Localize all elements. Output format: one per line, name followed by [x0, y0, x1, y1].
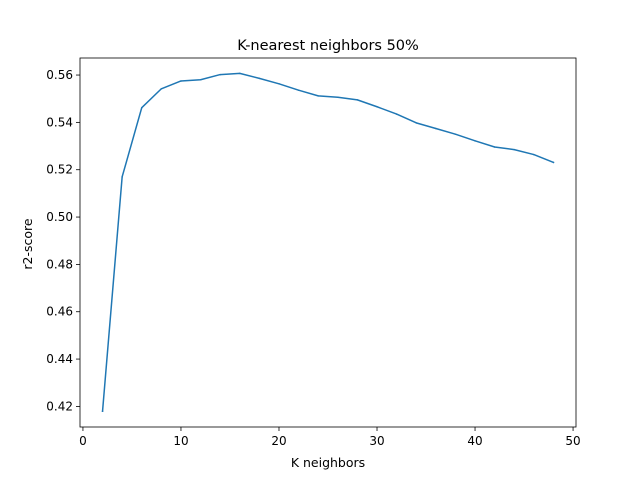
- axes-frame: [79, 57, 577, 428]
- data-point: [337, 96, 339, 99]
- x-tick-label: 30: [369, 434, 384, 448]
- data-point: [101, 410, 104, 412]
- x-tick-label: 50: [565, 434, 580, 448]
- x-axis-label: K neighbors: [291, 455, 365, 470]
- x-tick-label: 10: [173, 434, 188, 448]
- series-line-0: [101, 72, 555, 412]
- data-point: [278, 83, 280, 85]
- y-axis-label: r2-score: [20, 218, 35, 269]
- x-tick-label: 0: [79, 434, 87, 448]
- data-point: [121, 176, 123, 178]
- data-point: [435, 127, 437, 130]
- data-point: [219, 73, 221, 76]
- data-point: [141, 106, 143, 109]
- y-tick-label: 0.56: [46, 68, 73, 82]
- data-point: [297, 89, 300, 91]
- data-point: [493, 146, 496, 148]
- data-point: [513, 148, 515, 151]
- data-point: [533, 153, 535, 156]
- y-tick-label: 0.54: [46, 115, 73, 129]
- y-tick-label: 0.50: [46, 210, 73, 224]
- data-point: [474, 140, 476, 142]
- data-point: [395, 113, 398, 115]
- data-point: [454, 133, 457, 135]
- plot-area: 0 10 20 30 40 50 0.42 0.44 0.46 0.48 0.50 0.52 0.54 0…: [46, 57, 581, 448]
- data-point: [239, 72, 241, 75]
- chart-title: K-nearest neighbors 50%: [237, 38, 419, 54]
- data-point: [552, 161, 555, 164]
- y-tick-label: 0.44: [46, 352, 73, 366]
- y-tick-label: 0.42: [46, 399, 73, 413]
- data-point: [160, 88, 163, 90]
- data-point: [258, 77, 261, 80]
- y-tick-label: 0.46: [46, 305, 73, 319]
- data-point: [317, 95, 319, 97]
- x-tick-label: 40: [467, 434, 482, 448]
- data-point: [415, 122, 417, 124]
- y-tick-label: 0.52: [46, 163, 73, 177]
- data-point: [356, 99, 359, 101]
- data-point: [180, 80, 182, 82]
- x-tick-label: 20: [271, 434, 286, 448]
- y-tick-label: 0.48: [46, 257, 73, 271]
- data-point: [199, 79, 202, 81]
- data-point: [376, 106, 378, 108]
